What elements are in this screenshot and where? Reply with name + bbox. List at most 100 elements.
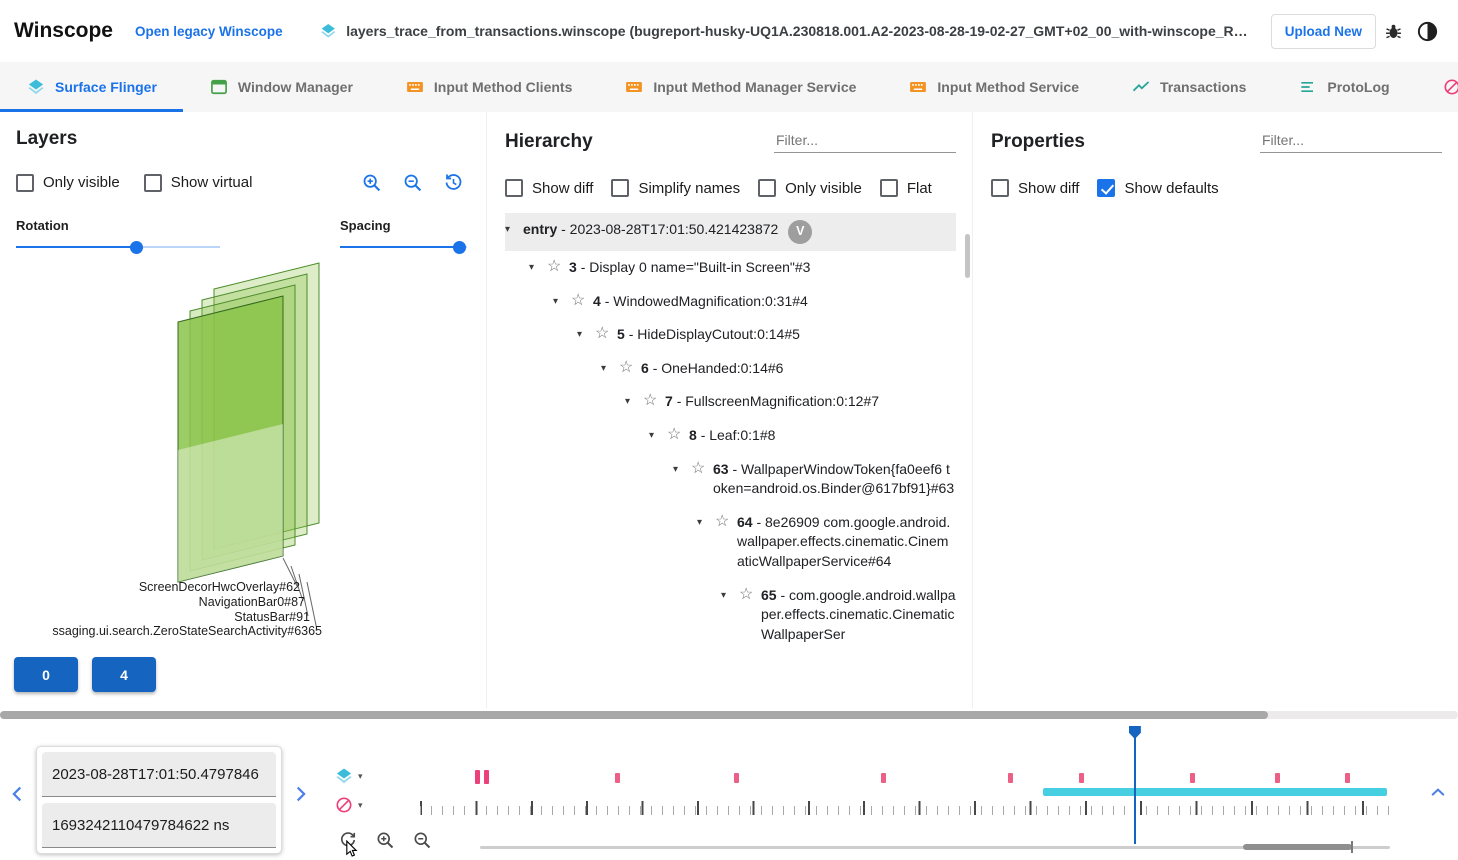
scrollbar-thumb[interactable] <box>0 711 1269 719</box>
sf-frame-marker[interactable] <box>614 773 620 783</box>
tab-input-method-service[interactable]: Input Method Service <box>882 62 1105 112</box>
checkbox-only-visible[interactable]: Only visible <box>758 179 862 197</box>
checkbox-flat[interactable]: Flat <box>879 179 932 197</box>
visibility-badge[interactable]: V <box>788 220 813 244</box>
checkbox-box[interactable] <box>758 179 777 197</box>
sf-trace-row[interactable]: ▾ <box>334 766 363 786</box>
timestamp-ns-input[interactable] <box>42 803 276 848</box>
star-icon[interactable]: ☆ <box>643 392 658 410</box>
slider-thumb[interactable] <box>453 240 467 254</box>
zoom-in-button[interactable] <box>361 172 382 193</box>
spacing-slider[interactable] <box>340 240 467 254</box>
sf-frame-marker[interactable] <box>734 773 740 783</box>
timestamp-readable-input[interactable] <box>42 752 276 797</box>
checkbox-show-virtual[interactable]: Show virtual <box>143 173 252 192</box>
open-legacy-link[interactable]: Open legacy Winscope <box>135 23 283 39</box>
tree-node-5[interactable]: ▾ ☆ 5 - HideDisplayCutout:0:14#5 <box>505 318 956 352</box>
tab-window-manager[interactable]: Window Manager <box>183 62 379 112</box>
star-icon[interactable]: ☆ <box>739 585 754 603</box>
tree-node-64[interactable]: ▾ ☆ 64 - 8e26909 com.google.android.wallpa… <box>505 506 956 579</box>
report-bug-button[interactable] <box>1376 14 1410 48</box>
tree-node-8[interactable]: ▾ ☆ 8 - Leaf:0:1#8 <box>505 419 956 453</box>
reset-zoom-button[interactable] <box>338 830 358 850</box>
upload-new-button[interactable]: Upload New <box>1270 13 1376 49</box>
checkbox-box[interactable] <box>143 173 162 192</box>
timeline-track[interactable] <box>420 722 1390 860</box>
transition-trace-row[interactable]: ▾ <box>334 795 363 815</box>
star-icon[interactable]: ☆ <box>595 325 610 343</box>
chevron-down-icon[interactable]: ▾ <box>697 516 703 528</box>
star-icon[interactable]: ☆ <box>715 512 730 530</box>
chevron-down-icon[interactable]: ▾ <box>529 262 535 273</box>
tree-node-6[interactable]: ▾ ☆ 6 - OneHanded:0:14#6 <box>505 352 956 386</box>
sf-frame-marker[interactable] <box>1190 773 1196 783</box>
sf-frame-marker[interactable] <box>475 770 481 784</box>
tree-node-65[interactable]: ▾ ☆ 65 - com.google.android.wallpaper.effe… <box>505 579 956 652</box>
next-entry-button[interactable] <box>286 780 314 808</box>
previous-entry-button[interactable] <box>4 780 32 808</box>
timeline-zoom-scrollbar[interactable] <box>480 841 1390 853</box>
star-icon[interactable]: ☆ <box>547 258 562 275</box>
checkbox-only-visible[interactable]: Only visible <box>16 173 120 192</box>
tab-input-method-clients[interactable]: Input Method Clients <box>379 62 598 112</box>
tab-protolog[interactable]: ProtoLog <box>1272 62 1415 112</box>
collapse-timeline-button[interactable] <box>1424 782 1452 804</box>
zoom-scrollbar-thumb[interactable] <box>1242 841 1353 853</box>
reset-view-button[interactable] <box>443 172 464 193</box>
content-horizontal-scrollbar[interactable] <box>0 711 1458 719</box>
timeline-zoom-out-button[interactable] <box>412 830 432 850</box>
chevron-down-icon[interactable]: ▾ <box>649 429 655 441</box>
tree-node-4[interactable]: ▾ ☆ 4 - WindowedMagnification:0:31#4 <box>505 285 956 319</box>
sf-frame-marker[interactable] <box>1007 773 1013 783</box>
sf-frame-marker[interactable] <box>484 770 490 784</box>
chevron-down-icon[interactable]: ▾ <box>577 329 583 341</box>
star-icon[interactable]: ☆ <box>667 425 682 443</box>
chevron-down-icon[interactable]: ▾ <box>358 799 363 810</box>
dark-mode-toggle[interactable] <box>1410 14 1444 48</box>
tree-node-entry[interactable]: ▾ entry - 2023-08-28T17:01:50.421423872 V <box>505 213 956 251</box>
tab-input-method-manager-service[interactable]: Input Method Manager Service <box>598 62 882 112</box>
star-icon[interactable]: ☆ <box>619 358 634 376</box>
checkbox-box[interactable] <box>611 179 630 197</box>
star-icon[interactable]: ☆ <box>571 291 586 309</box>
star-icon[interactable]: ☆ <box>691 459 706 477</box>
hierarchy-filter-input[interactable] <box>774 128 956 153</box>
checkbox-box[interactable] <box>505 179 523 197</box>
chevron-down-icon[interactable]: ▾ <box>601 362 607 374</box>
timeline-zoom-in-button[interactable] <box>375 830 395 850</box>
rotation-slider[interactable] <box>16 240 220 254</box>
tree-node-3[interactable]: ▾ ☆ 3 - Display 0 name="Built-in Screen"#3 <box>505 251 956 285</box>
checkbox-box[interactable] <box>16 173 34 192</box>
layers-3d-view[interactable]: ScreenDecorHwcOverlay#62 NavigationBar0#… <box>0 260 487 660</box>
checkbox-show-diff[interactable]: Show diff <box>991 179 1079 197</box>
chevron-down-icon[interactable]: ▾ <box>358 770 363 781</box>
tab-transactions[interactable]: Transactions <box>1105 62 1272 112</box>
transition-band[interactable] <box>1042 788 1388 796</box>
chevron-down-icon[interactable]: ▾ <box>673 463 679 475</box>
sf-frame-marker[interactable] <box>1078 773 1084 783</box>
checkbox-box[interactable] <box>879 179 898 197</box>
tree-node-63[interactable]: ▾ ☆ 63 - WallpaperWindowToken{fa0eef6 toke… <box>505 453 956 506</box>
sf-frame-marker[interactable] <box>1345 773 1351 783</box>
zoom-out-button[interactable] <box>402 172 423 193</box>
checkbox-box[interactable] <box>1097 179 1116 197</box>
layer-sheet[interactable] <box>177 295 284 583</box>
tab-transitions[interactable]: Tr <box>1416 62 1458 112</box>
sf-frame-marker[interactable] <box>1274 773 1280 783</box>
checkbox-box[interactable] <box>991 179 1009 197</box>
display-4-button[interactable]: 4 <box>92 657 156 692</box>
tree-node-7[interactable]: ▾ ☆ 7 - FullscreenMagnification:0:12#7 <box>505 385 956 419</box>
tree-scrollbar[interactable] <box>965 234 970 278</box>
sf-frame-marker[interactable] <box>880 773 886 783</box>
tab-surface-flinger[interactable]: Surface Flinger <box>0 62 183 112</box>
properties-filter-input[interactable] <box>1260 128 1442 153</box>
checkbox-show-defaults[interactable]: Show defaults <box>1097 179 1219 197</box>
chevron-down-icon[interactable]: ▾ <box>721 589 727 601</box>
chevron-down-icon[interactable]: ▾ <box>625 396 631 408</box>
display-0-button[interactable]: 0 <box>14 657 78 692</box>
checkbox-simplify-names[interactable]: Simplify names <box>611 179 740 197</box>
cursor-handle[interactable] <box>1128 726 1141 739</box>
checkbox-show-diff[interactable]: Show diff <box>505 179 593 197</box>
chevron-down-icon[interactable]: ▾ <box>553 295 559 307</box>
slider-thumb[interactable] <box>130 240 144 254</box>
